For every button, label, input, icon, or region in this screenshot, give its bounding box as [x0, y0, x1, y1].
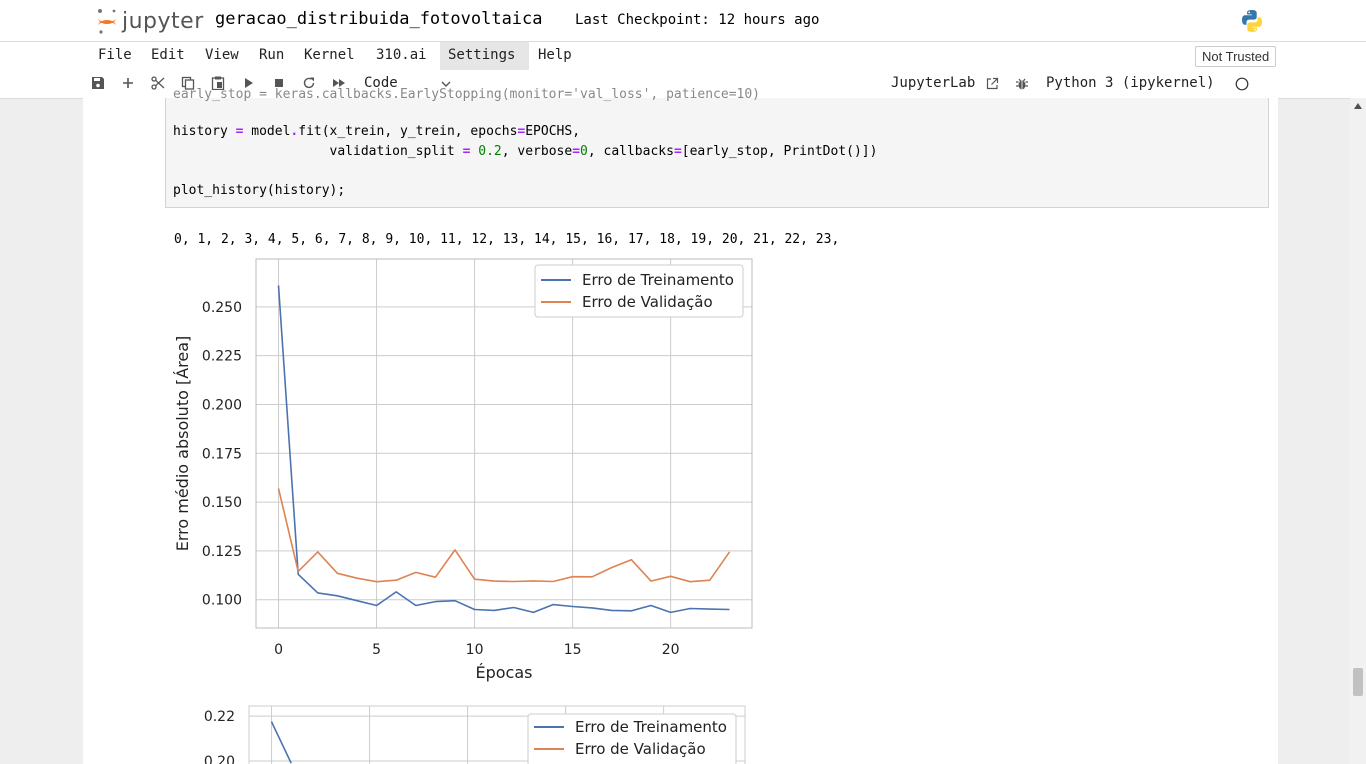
jupyterlab-link[interactable]: JupyterLab	[891, 75, 975, 91]
debugger-bug-icon[interactable]	[1015, 77, 1029, 91]
y-tick-label: 0.22	[204, 709, 235, 725]
x-tick-label: 0	[274, 642, 283, 658]
notebook-title[interactable]: geracao_distribuida_fotovoltaica	[215, 9, 543, 29]
code-line-1: history = model.fit(x_trein, y_trein, ep…	[173, 124, 580, 139]
series-line-treinamento	[277, 285, 730, 614]
cut-icon[interactable]	[151, 76, 165, 90]
paste-icon[interactable]	[211, 76, 225, 90]
legend-label: Erro de Treinamento	[575, 718, 727, 736]
save-icon[interactable]	[91, 76, 105, 90]
menu-help[interactable]: Help	[538, 47, 572, 63]
code-operator: .	[290, 124, 299, 139]
code-token: plot_history(history);	[173, 183, 346, 198]
python-logo-icon	[1242, 10, 1262, 32]
code-token: history	[173, 124, 236, 139]
y-tick-label: 0.150	[202, 495, 242, 511]
training-history-chart: 0.100 0.125 0.150 0.175 0.200 0.225 0.250 0 5 10 1…	[173, 258, 753, 682]
code-token: model	[243, 124, 291, 139]
y-tick-label: 0.100	[202, 593, 242, 609]
code-number: 0.2	[478, 144, 502, 159]
x-tick-label: 15	[564, 642, 582, 658]
jupyterlab-label: JupyterLab	[891, 75, 976, 91]
series-line-treinamento	[270, 721, 292, 764]
menu-active-highlight	[440, 42, 529, 70]
legend-label: Erro de Treinamento	[582, 271, 734, 289]
code-number: 0	[580, 144, 588, 159]
kernel-name[interactable]: Python 3 (ipykernel)	[1046, 75, 1215, 91]
menu-edit[interactable]: Edit	[151, 47, 185, 63]
menu-run[interactable]: Run	[259, 47, 285, 63]
scrollbar-thumb[interactable]	[1353, 668, 1363, 696]
code-cell-editor[interactable]: early_stop = keras.callbacks.EarlyStoppi…	[165, 87, 1269, 208]
jupyter-logo-text: jupyter	[122, 8, 204, 34]
copy-icon[interactable]	[181, 76, 195, 90]
code-operator: =	[235, 124, 244, 139]
run-icon[interactable]	[242, 76, 256, 90]
stop-icon[interactable]	[272, 76, 286, 90]
plot-frame	[255, 258, 753, 629]
notebook-toolbar: Code JupyterLab Python 3 (ipykernel)	[0, 70, 1366, 99]
fast-forward-icon[interactable]	[332, 76, 346, 90]
menu-view[interactable]: View	[205, 47, 239, 63]
jupyter-logo-icon	[98, 9, 116, 34]
code-operator: =	[673, 144, 682, 159]
y-axis-label: Erro médio absoluto [Área]	[173, 336, 192, 552]
code-token: EPOCHS,	[525, 124, 581, 139]
y-tick-label: 0.125	[202, 544, 242, 560]
code-cutoff-text: early_stop = keras.callbacks.EarlyStoppi…	[173, 87, 760, 102]
legend-box	[527, 713, 737, 764]
y-tick-label: 0.200	[202, 397, 242, 413]
code-operator: =	[572, 144, 581, 159]
y-tick-label: 0.225	[202, 349, 242, 365]
code-token: [early_stop, PrintDot()])	[681, 144, 878, 159]
top-header: jupyter geracao_distribuida_fotovoltaica…	[0, 0, 1366, 41]
code-token: fit(x_trein, y_trein, epochs	[298, 124, 518, 139]
menu-310ai[interactable]: 310.ai	[376, 47, 427, 63]
external-link-icon[interactable]	[986, 77, 999, 90]
restart-icon[interactable]	[302, 76, 316, 90]
x-axis-label: Épocas	[476, 663, 533, 682]
scroll-up-icon[interactable]	[1354, 103, 1362, 109]
code-line-cutoff: early_stop = keras.callbacks.EarlyStoppi…	[173, 87, 760, 102]
x-tick-label: 10	[466, 642, 484, 658]
output-epochs-text: 0, 1, 2, 3, 4, 5, 6, 7, 8, 9, 10, 11, 12…	[174, 232, 840, 247]
training-history-chart-2: 0.22 0.20 Erro de Treinamento Erro de Valid…	[204, 705, 746, 764]
menu-bar: File Edit View Run Kernel 310.ai Setting…	[0, 41, 1366, 71]
x-tick-label: 5	[372, 642, 381, 658]
y-tick-label: 0.20	[204, 754, 235, 764]
menu-kernel[interactable]: Kernel	[304, 47, 355, 63]
code-token: validation_split	[173, 144, 463, 159]
legend-box	[534, 264, 744, 318]
y-tick-label: 0.250	[202, 300, 242, 316]
legend-label: Erro de Validação	[582, 293, 713, 311]
code-token: , callbacks	[587, 144, 674, 159]
plot-area	[255, 258, 753, 629]
last-checkpoint: Last Checkpoint: 12 hours ago	[575, 12, 820, 28]
jupyter-logo[interactable]: jupyter	[96, 6, 204, 36]
notebook-scrollbar[interactable]	[1350, 98, 1366, 764]
code-line-3: plot_history(history);	[173, 183, 345, 198]
chevron-down-icon[interactable]	[441, 80, 451, 88]
menu-file[interactable]: File	[98, 47, 132, 63]
legend-label: Erro de Validação	[575, 740, 706, 758]
code-operator: =	[462, 144, 471, 159]
x-tick-label: 20	[662, 642, 680, 658]
code-token: , verbose	[501, 144, 573, 159]
trust-badge[interactable]: Not Trusted	[1195, 46, 1277, 67]
menu-settings[interactable]: Settings	[448, 47, 516, 63]
add-icon[interactable]	[121, 76, 135, 90]
kernel-status-icon	[1235, 77, 1249, 91]
y-tick-label: 0.175	[202, 446, 242, 462]
code-line-2: validation_split = 0.2, verbose=0, callb…	[173, 144, 878, 159]
series-line-validacao	[277, 488, 731, 583]
code-operator: =	[517, 124, 526, 139]
cell-type-select[interactable]: Code	[364, 75, 398, 91]
